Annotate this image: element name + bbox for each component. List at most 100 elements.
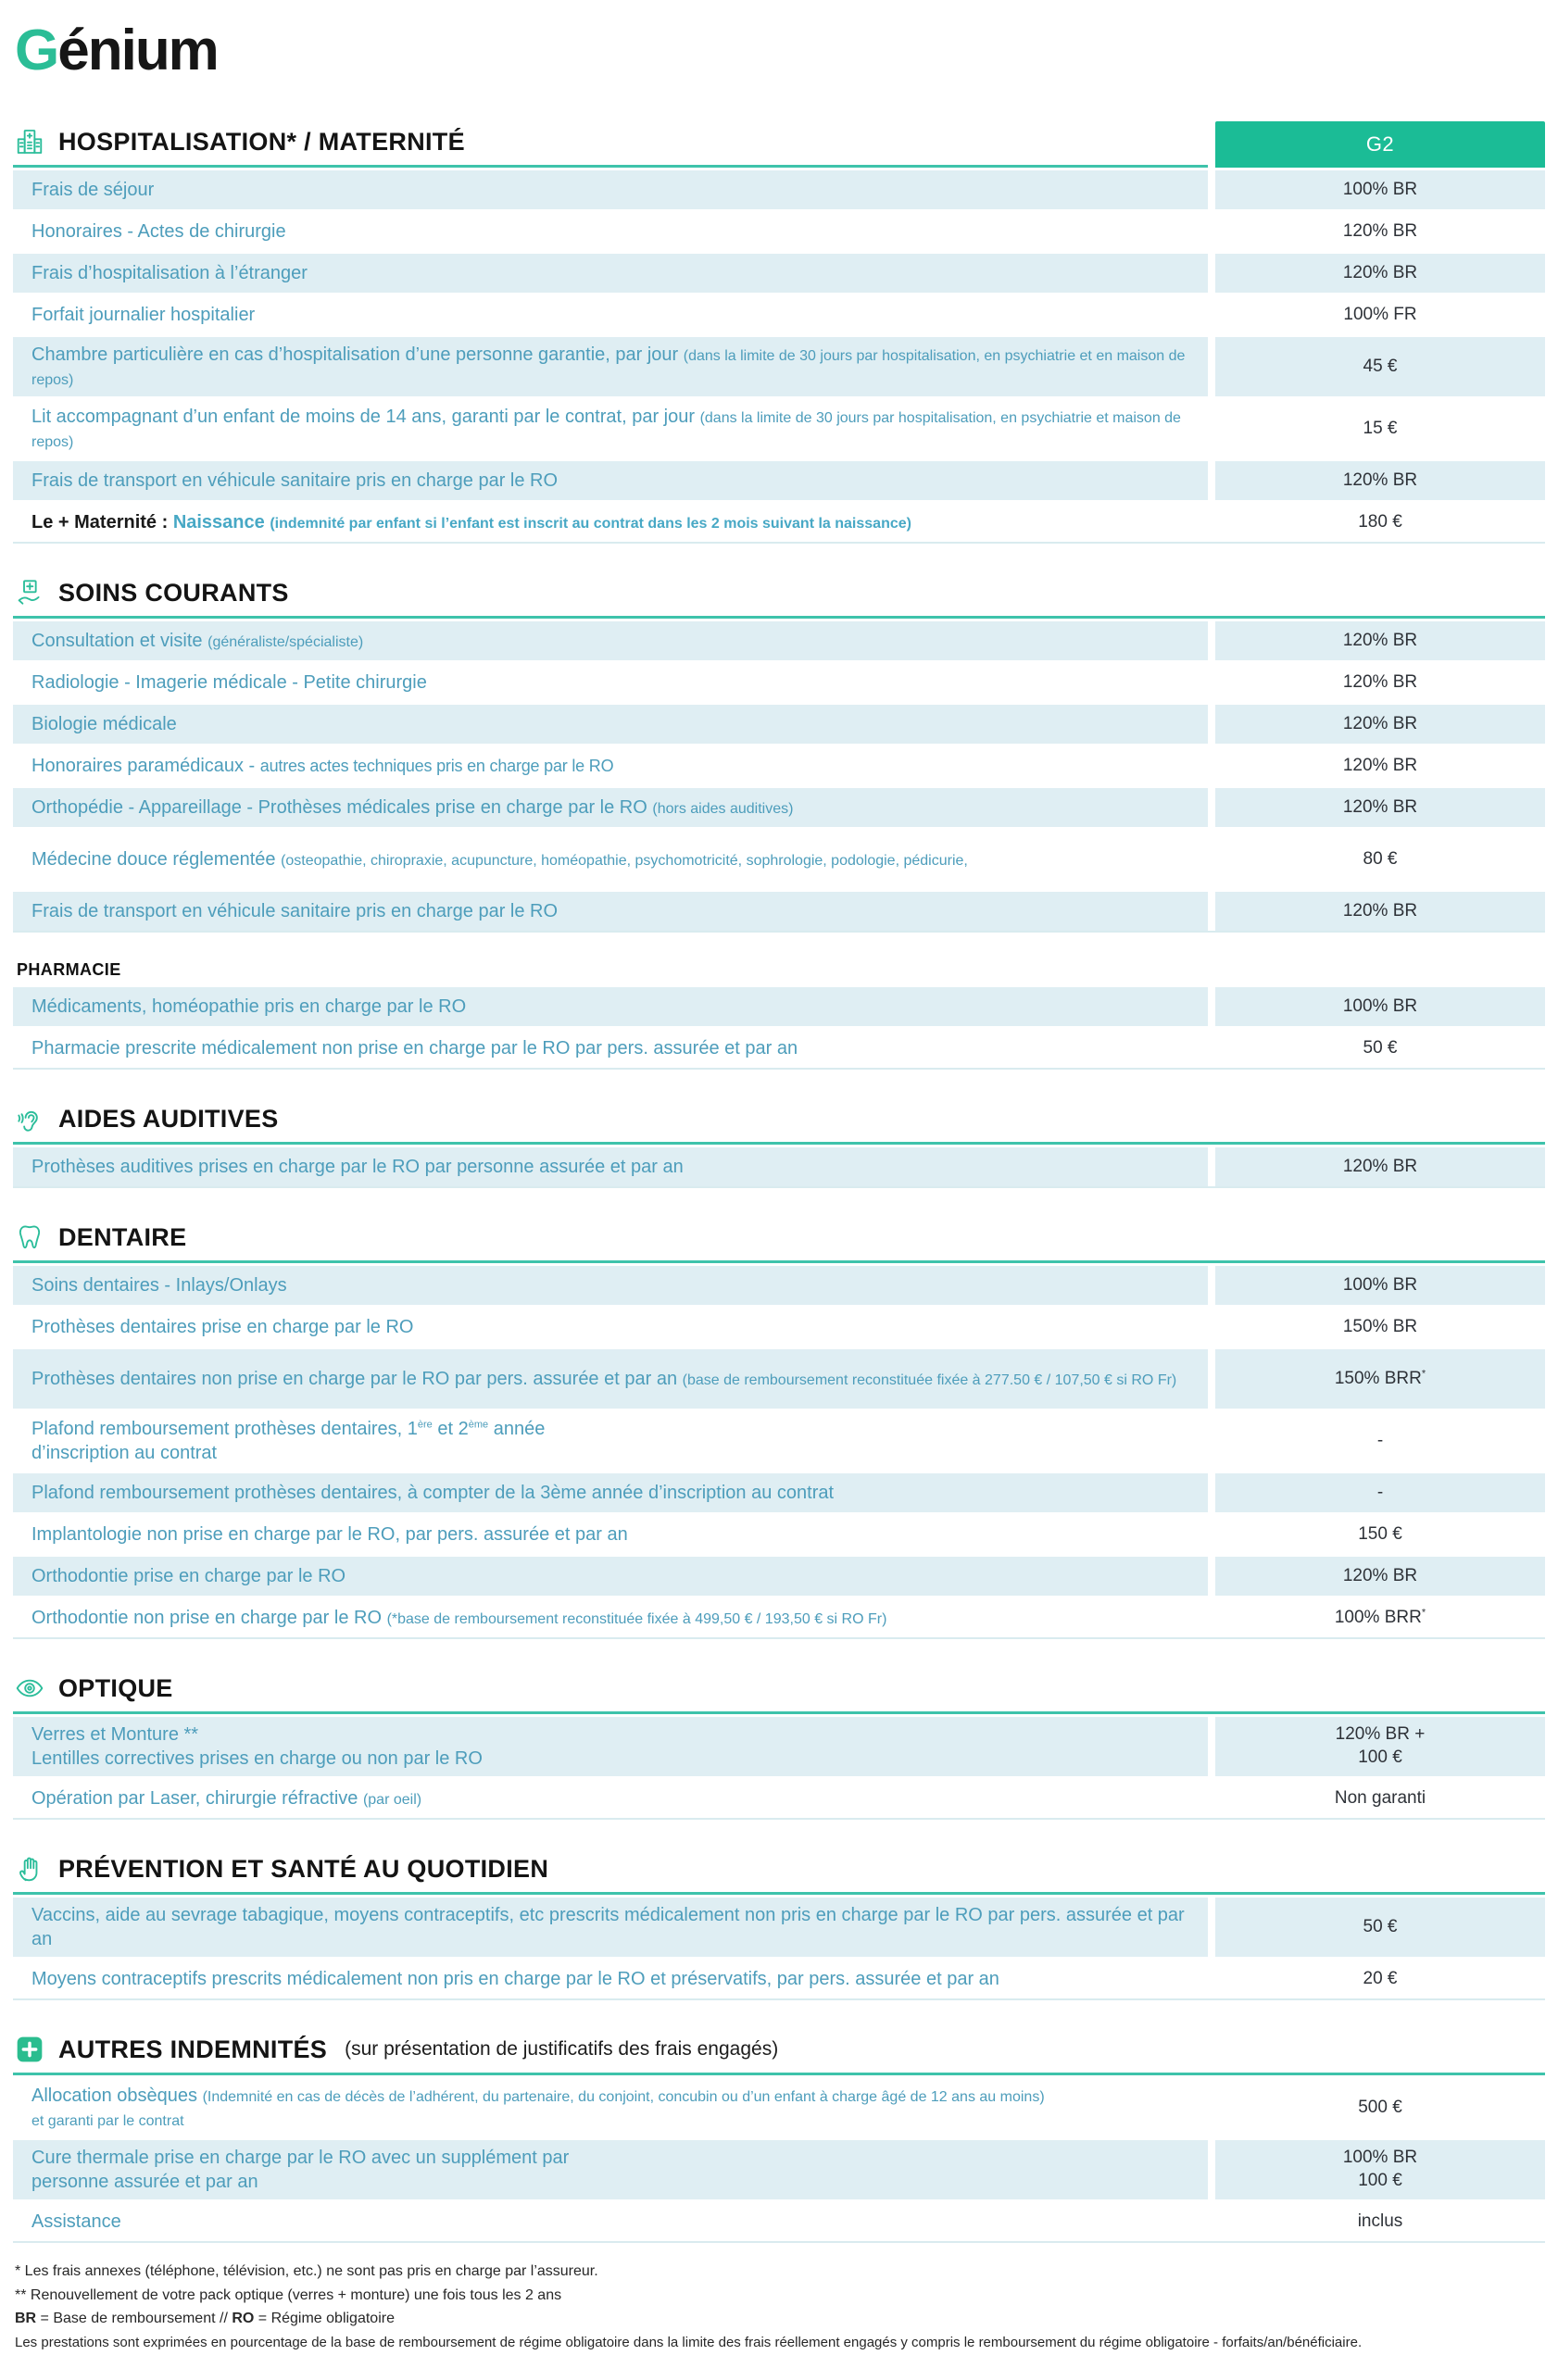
- text-segment: Lentilles correctives prises en charge o…: [31, 1748, 483, 1769]
- section-header-soins-courants: SOINS COURANTS: [13, 571, 1545, 614]
- benefit-value-text: 45 €: [1363, 356, 1398, 376]
- benefit-value: 150% BRR*: [1215, 1349, 1545, 1409]
- benefit-label: Allocation obsèques (Indemnité en cas de…: [13, 2078, 1208, 2137]
- benefit-value: 120% BR: [1215, 892, 1545, 931]
- benefit-label: Médicaments, homéopathie pris en charge …: [13, 987, 1208, 1026]
- section-rows: Consultation et visite (généraliste/spéc…: [13, 621, 1545, 933]
- benefit-label-text: Lit accompagnant d’un enfant de moins de…: [31, 405, 1186, 453]
- text-segment: ère: [417, 1419, 433, 1431]
- text-segment: Prothèses dentaires non prise en charge …: [31, 1369, 683, 1389]
- benefit-row: Lit accompagnant d’un enfant de moins de…: [13, 399, 1545, 458]
- benefit-value-text: 80 €: [1363, 848, 1398, 869]
- value-asterisk: *: [1421, 1368, 1426, 1380]
- section-autres-indemnites: AUTRES INDEMNITÉS (sur présentation de ju…: [13, 2028, 1545, 2243]
- text-segment: (généraliste/spécialiste): [207, 634, 364, 650]
- benefit-label: Plafond remboursement prothèses dentaire…: [13, 1473, 1208, 1512]
- benefit-row: Chambre particulière en cas d’hospitalis…: [13, 337, 1545, 396]
- benefit-row: Prothèses auditives prises en charge par…: [13, 1147, 1545, 1186]
- benefit-value-text: 120% BR: [1342, 1565, 1418, 1585]
- benefit-row: Verres et Monture ** Lentilles corrective…: [13, 1717, 1545, 1776]
- benefit-label: Verres et Monture ** Lentilles corrective…: [13, 1717, 1208, 1776]
- benefit-label: Radiologie - Imagerie médicale - Petite …: [13, 663, 1208, 702]
- benefit-value: 50 €: [1215, 1898, 1545, 1957]
- benefit-row: Frais de transport en véhicule sanitaire…: [13, 461, 1545, 500]
- text-segment: Plafond remboursement prothèses dentaire…: [31, 1419, 418, 1439]
- plan-column-header: G2: [1215, 121, 1545, 168]
- text-segment: (indemnité par enfant si l’enfant est in…: [270, 516, 911, 532]
- benefit-row: Cure thermale prise en charge par le RO …: [13, 2140, 1545, 2199]
- benefit-label-text: Orthodontie prise en charge par le RO: [31, 1564, 1186, 1588]
- benefit-label-text: Prothèses dentaires non prise en charge …: [31, 1367, 1186, 1391]
- benefit-row: Assistance inclus: [13, 2202, 1545, 2241]
- benefit-label: Prothèses auditives prises en charge par…: [13, 1147, 1208, 1186]
- text-segment: Frais de transport en véhicule sanitaire…: [31, 470, 559, 491]
- benefit-label: Plafond remboursement prothèses dentaire…: [13, 1411, 1208, 1471]
- benefit-value-text: 120% BR: [1342, 755, 1418, 775]
- value-asterisk: *: [1421, 1607, 1426, 1619]
- benefit-label-text: Le + Maternité : Naissance (indemnité pa…: [31, 510, 1186, 534]
- benefit-label-text: Frais de séjour: [31, 178, 1186, 202]
- benefit-row: Soins dentaires - Inlays/Onlays 100% BR: [13, 1266, 1545, 1305]
- section-rows: Verres et Monture ** Lentilles corrective…: [13, 1717, 1545, 1820]
- benefit-value-text: 500 €: [1358, 2097, 1402, 2117]
- benefit-row: Orthopédie - Appareillage - Prothèses mé…: [13, 788, 1545, 827]
- benefit-label-text: Frais de transport en véhicule sanitaire…: [31, 469, 1186, 493]
- benefit-value-text: 120% BR: [1342, 1156, 1418, 1176]
- section-rows: Allocation obsèques (Indemnité en cas de…: [13, 2078, 1545, 2243]
- benefit-value-text: 50 €: [1363, 1916, 1398, 1936]
- benefit-label: Frais de transport en véhicule sanitaire…: [13, 461, 1208, 500]
- text-segment: Opération par Laser, chirurgie réfractiv…: [31, 1788, 363, 1809]
- text-segment: (base de remboursement reconstituée fixé…: [682, 1372, 1177, 1388]
- text-segment: Cure thermale prise en charge par le RO …: [31, 2148, 570, 2168]
- text-segment: Frais de transport en véhicule sanitaire…: [31, 901, 559, 921]
- section-underline: [13, 1142, 1545, 1145]
- section-header-hospitalisation: HOSPITALISATION* / MATERNITÉ G2: [13, 120, 1545, 168]
- section-soins-courants: SOINS COURANTS Consultation et visite (gé…: [13, 571, 1545, 933]
- section-aides-auditives: AIDES AUDITIVES Prothèses auditives prise…: [13, 1097, 1545, 1188]
- benefit-row: Prothèses dentaires non prise en charge …: [13, 1349, 1545, 1409]
- benefit-label-text: Médecine douce réglementée (osteopathie,…: [31, 847, 1186, 871]
- text-segment: Consultation et visite: [31, 631, 208, 651]
- tooth-icon: [15, 1222, 44, 1252]
- benefit-label: Prothèses dentaires prise en charge par …: [13, 1308, 1208, 1347]
- plus-icon: [15, 2035, 44, 2064]
- benefit-value: -: [1215, 1473, 1545, 1512]
- text-segment: Naissance: [172, 512, 270, 532]
- section-underline: [13, 1260, 1545, 1263]
- text-segment: (par oeil): [362, 1792, 422, 1808]
- footnote-line: BR = Base de remboursement // RO = Régim…: [15, 2309, 1545, 2329]
- benefit-value-text: 100% BR: [1342, 179, 1418, 199]
- section-hospitalisation: HOSPITALISATION* / MATERNITÉ G2 Frais de s…: [13, 120, 1545, 544]
- benefit-label-text: Prothèses auditives prises en charge par…: [31, 1155, 1186, 1179]
- section-rows: Prothèses auditives prises en charge par…: [13, 1147, 1545, 1188]
- benefit-label: Honoraires paramédicaux - autres actes t…: [13, 746, 1208, 785]
- text-segment: d’inscription au contrat: [31, 1443, 218, 1463]
- benefit-label: Cure thermale prise en charge par le RO …: [13, 2140, 1208, 2199]
- benefit-row: Le + Maternité : Naissance (indemnité pa…: [13, 503, 1545, 542]
- benefit-value: 500 €: [1215, 2078, 1545, 2137]
- section-title-suffix: (sur présentation de justificatifs des f…: [345, 2038, 779, 2060]
- benefit-sections: HOSPITALISATION* / MATERNITÉ G2 Frais de s…: [13, 120, 1545, 2243]
- benefit-label: Moyens contraceptifs prescrits médicalem…: [13, 1960, 1208, 1998]
- benefit-value: 120% BR +100 €: [1215, 1717, 1545, 1776]
- benefit-value: 180 €: [1215, 503, 1545, 542]
- benefit-label-text: Plafond remboursement prothèses dentaire…: [31, 1417, 1186, 1465]
- text-segment: et 2: [432, 1419, 469, 1439]
- section-optique: OPTIQUE Verres et Monture ** Lentilles cor…: [13, 1667, 1545, 1820]
- text-segment: Orthodontie prise en charge par le RO: [31, 1566, 346, 1586]
- text-segment: Moyens contraceptifs prescrits médicalem…: [31, 1969, 999, 1989]
- benefit-row: Plafond remboursement prothèses dentaire…: [13, 1411, 1545, 1471]
- section-title: AIDES AUDITIVES: [58, 1104, 279, 1133]
- footnote-line: ** Renouvellement de votre pack optique …: [15, 2286, 1545, 2306]
- benefit-row: Frais de transport en véhicule sanitaire…: [13, 892, 1545, 931]
- text-segment: Prothèses auditives prises en charge par…: [31, 1157, 684, 1177]
- benefit-value-text: 100% BR: [1342, 996, 1418, 1016]
- text-segment: Prothèses dentaires prise en charge par …: [31, 1317, 414, 1337]
- benefit-label-text: Plafond remboursement prothèses dentaire…: [31, 1481, 1186, 1505]
- benefit-label: Assistance: [13, 2202, 1208, 2241]
- text-segment: ** Renouvellement de votre pack optique …: [15, 2286, 562, 2303]
- benefit-value-text: 150 €: [1358, 1523, 1402, 1544]
- benefit-row: Prothèses dentaires prise en charge par …: [13, 1308, 1545, 1347]
- benefit-label-text: Orthodontie non prise en charge par le R…: [31, 1606, 1186, 1630]
- benefit-value: 15 €: [1215, 399, 1545, 458]
